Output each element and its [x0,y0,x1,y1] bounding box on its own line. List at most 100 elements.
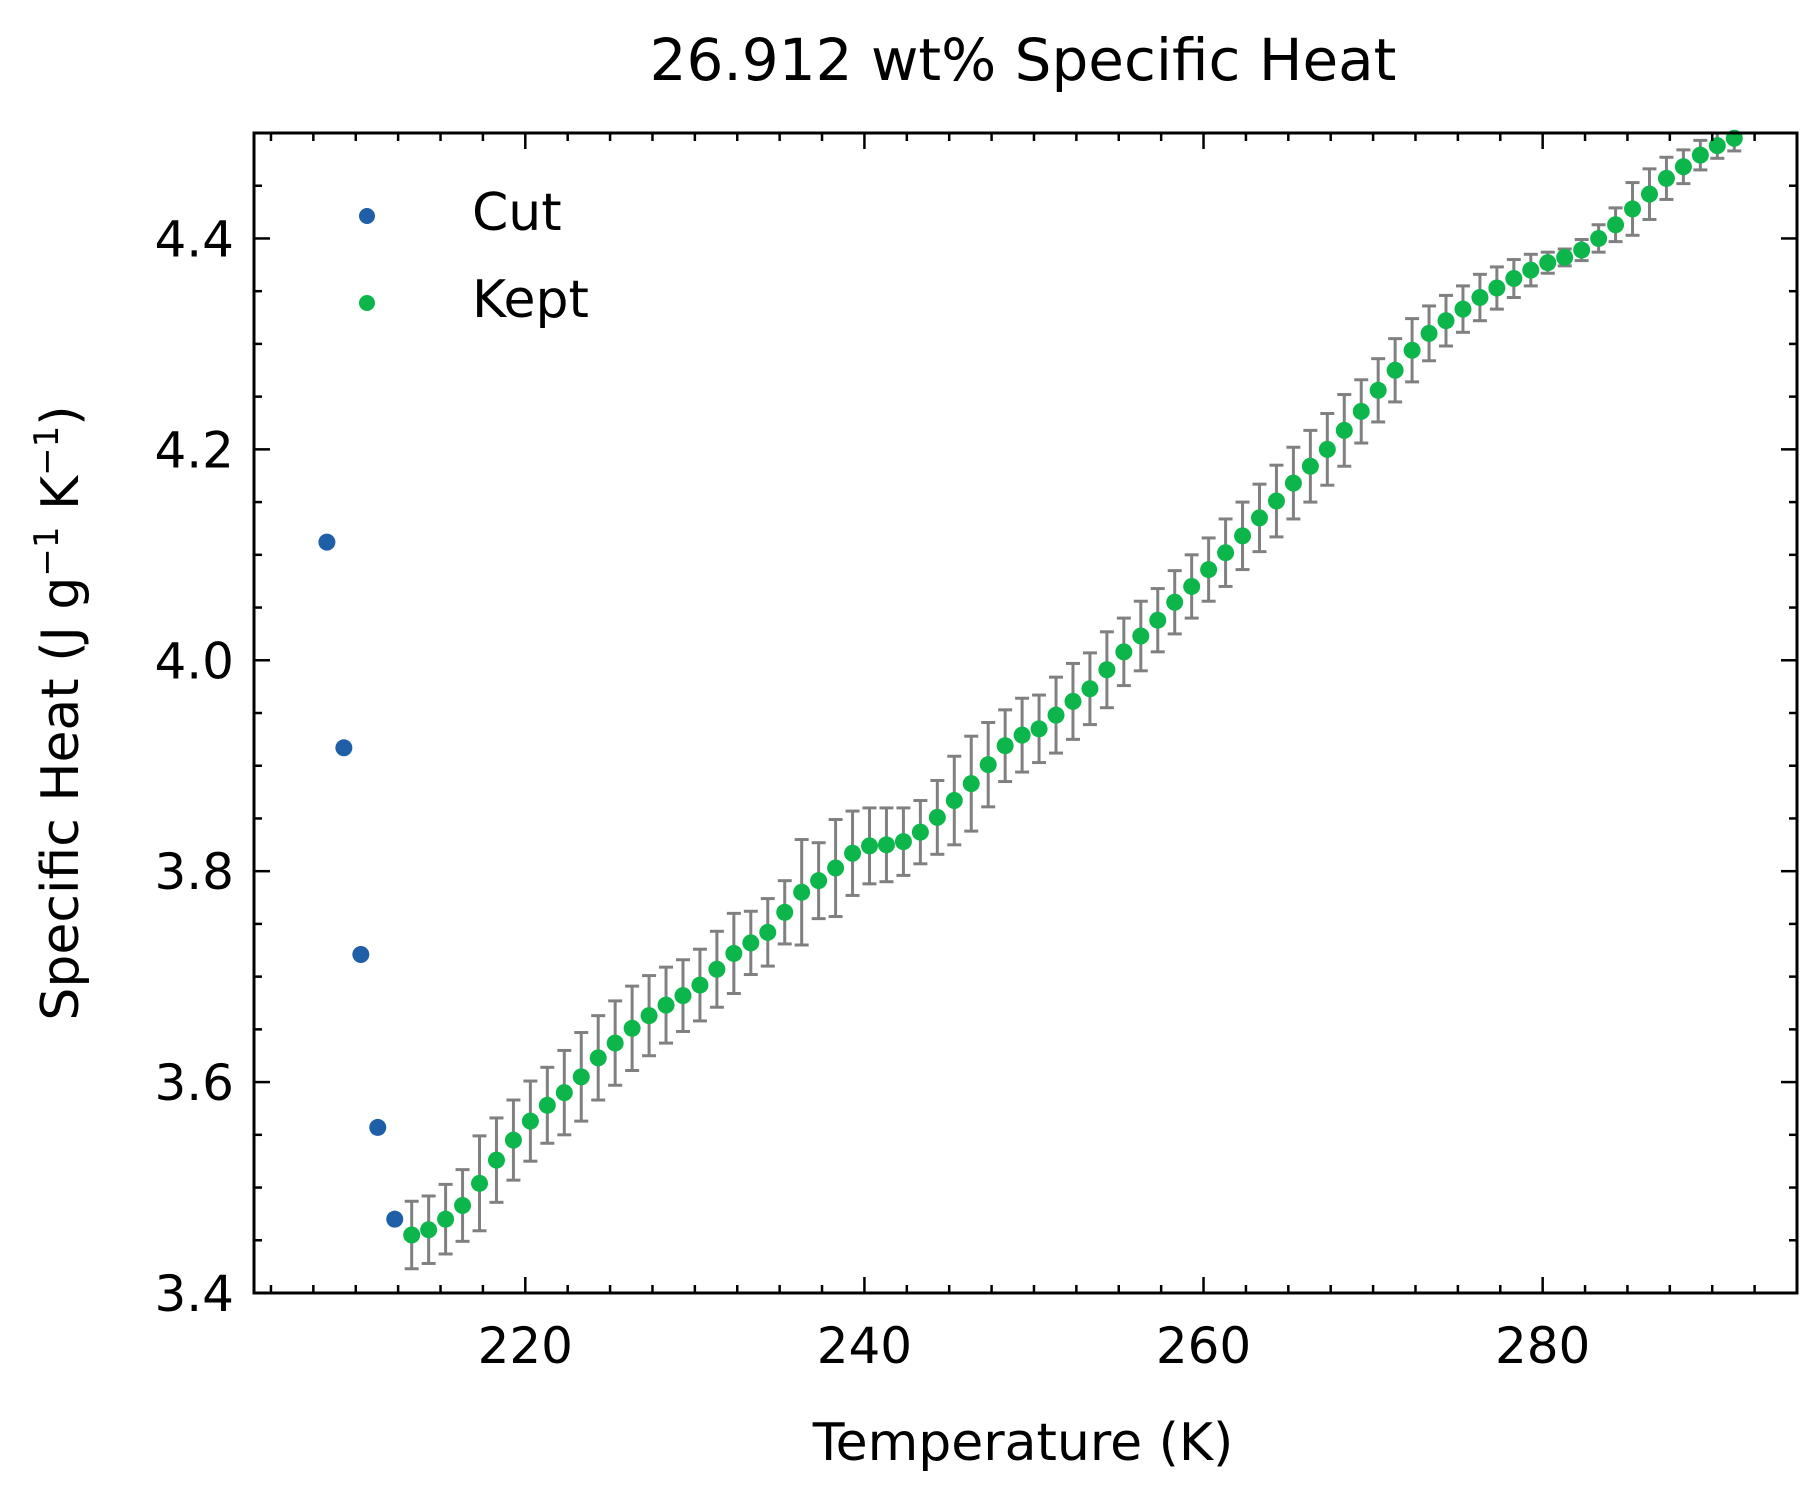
y-tick-label: 4.0 [154,632,234,690]
data-point-cut [318,533,336,551]
data-point-kept [759,923,777,941]
data-point-kept [1640,185,1658,203]
chart-title: 26.912 wt% Specific Heat [650,26,1397,94]
data-point-kept [1708,137,1726,155]
x-tick-label: 240 [817,1317,912,1375]
legend-label-cut: Cut [472,183,562,243]
y-tick-label: 3.8 [154,843,234,901]
data-point-kept [1115,643,1133,661]
data-point-kept [861,837,879,855]
data-point-cut [386,1210,404,1228]
data-point-kept [1437,312,1455,330]
data-point-kept [708,960,726,978]
data-point-kept [1098,661,1116,679]
data-point-kept [1691,146,1709,164]
data-point-kept [996,737,1014,755]
series-kept-points [403,129,1743,1244]
legend: Cut Kept [359,183,589,330]
data-point-kept [742,934,760,952]
data-point-kept [1081,680,1099,698]
data-point-cut [335,739,353,757]
data-point-kept [1352,402,1370,420]
x-tick-label: 220 [478,1317,573,1375]
legend-marker-cut [359,208,375,224]
y-tick-label: 3.6 [154,1054,234,1112]
data-point-kept [1335,421,1353,439]
data-point-kept [1149,611,1167,629]
data-point-kept [1166,593,1184,611]
data-point-kept [1030,720,1048,738]
data-point-kept [1674,158,1692,176]
data-point-kept [810,872,828,890]
data-point-kept [1047,706,1065,724]
data-point-kept [572,1068,590,1086]
data-point-kept [555,1084,573,1102]
y-axis-label-mid: K [31,474,91,527]
data-point-kept [1522,261,1540,279]
data-point-kept [725,944,743,962]
data-point-kept [504,1131,522,1149]
data-point-kept [1556,248,1574,266]
data-point-kept [1250,509,1268,527]
data-point-kept [1267,492,1285,510]
data-point-kept [793,883,811,901]
data-point-kept [928,808,946,826]
data-point-cut [352,945,370,963]
x-axis-ticks: 220 240 260 280 [269,133,1799,1375]
data-point-kept [1200,561,1218,579]
y-tick-label: 3.4 [154,1265,234,1323]
data-point-kept [945,792,963,810]
data-point-kept [1607,216,1625,234]
data-point-kept [827,859,845,877]
data-point-kept [1386,361,1404,379]
x-tick-label: 260 [1156,1317,1251,1375]
data-point-kept [1573,241,1591,259]
data-point-kept [1284,474,1302,492]
data-point-kept [1471,289,1489,307]
x-tick-label: 280 [1495,1317,1590,1375]
y-axis-label: Specific Heat (J g−1 K−1) [27,405,91,1020]
data-point-kept [1369,381,1387,399]
data-point-kept [487,1151,505,1169]
data-point-kept [674,987,692,1005]
y-axis-label-end: ) [31,405,91,425]
data-point-kept [589,1049,607,1067]
data-point-kept [1318,440,1336,458]
data-point-kept [1454,300,1472,318]
y-axis-label-base: Specific Heat (J g [31,577,91,1021]
data-point-kept [1505,270,1523,288]
data-point-kept [1301,457,1319,475]
data-point-kept [1064,692,1082,710]
data-point-kept [911,823,929,841]
legend-marker-kept [359,295,375,311]
y-tick-label: 4.4 [154,210,234,268]
y-axis-label-sup1: −1 [27,526,67,576]
x-axis-label: Temperature (K) [812,1413,1234,1473]
data-point-kept [962,775,980,793]
series-cut-points [318,533,404,1228]
data-point-kept [1624,200,1642,218]
data-point-kept [1403,341,1421,359]
data-point-kept [1183,577,1201,595]
data-point-kept [844,844,862,862]
data-point-kept [1539,254,1557,272]
data-point-kept [657,996,675,1014]
data-point-kept [471,1174,489,1192]
data-point-kept [1590,229,1608,247]
data-point-kept [877,836,895,854]
data-point-kept [420,1221,438,1239]
data-point-kept [437,1210,455,1228]
data-point-kept [1234,527,1252,545]
data-point-kept [1013,726,1031,744]
data-point-kept [1420,324,1438,342]
data-point-kept [1217,544,1235,562]
data-point-cut [369,1118,387,1136]
data-point-kept [623,1019,641,1037]
data-point-kept [538,1096,556,1114]
data-point-kept [521,1112,539,1130]
data-point-kept [691,976,709,994]
data-point-kept [776,903,794,921]
plot-area [252,129,1799,1295]
data-point-kept [454,1196,472,1214]
y-axis-ticks: 3.4 3.6 3.8 4.0 4.2 4.4 [154,131,1797,1323]
